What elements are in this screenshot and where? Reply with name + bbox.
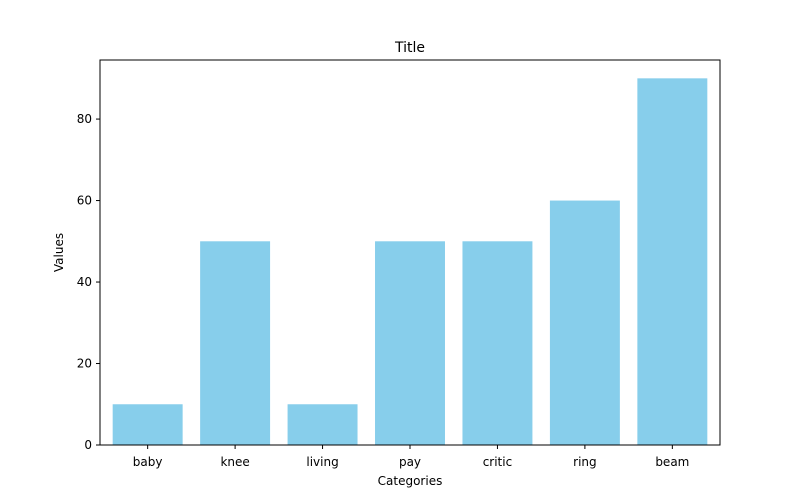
y-tick-label: 60 [77, 194, 92, 208]
bar-living [287, 404, 358, 445]
y-tick-label: 0 [84, 438, 92, 452]
y-axis-label: Values [52, 233, 66, 272]
bar-knee [200, 241, 271, 445]
chart-title: Title [394, 40, 425, 56]
x-tick-label: ring [573, 455, 597, 469]
y-tick-label: 80 [77, 112, 92, 126]
bars-group [112, 78, 708, 445]
y-tick-label: 40 [77, 275, 92, 289]
x-axis-label: Categories [378, 474, 443, 488]
bar-critic [462, 241, 533, 445]
x-tick-label: living [306, 455, 338, 469]
x-tick-label: pay [399, 455, 421, 469]
x-axis-ticks: baby knee living pay critic ring beam [133, 445, 689, 469]
bar-pay [375, 241, 445, 445]
y-tick-label: 20 [77, 357, 92, 371]
bar-ring [549, 200, 620, 445]
bar-beam [637, 78, 708, 445]
x-tick-label: baby [133, 455, 163, 469]
y-axis-ticks: 0 20 40 60 80 [77, 112, 100, 452]
x-tick-label: beam [655, 455, 689, 469]
x-tick-label: knee [220, 455, 249, 469]
bar-baby [112, 404, 183, 445]
x-tick-label: critic [483, 455, 513, 469]
plot-frame [99, 59, 721, 446]
